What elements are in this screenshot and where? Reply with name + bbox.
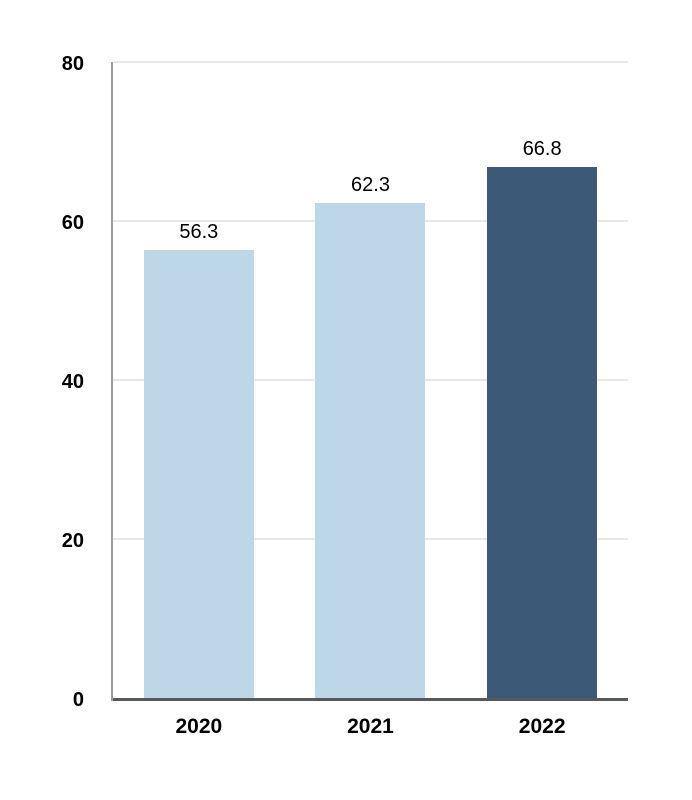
bar-value-label-2021: 62.3 — [351, 173, 390, 196]
y-tick-label-80: 80 — [61, 53, 84, 75]
bar-slot-2022 — [456, 166, 628, 698]
bar-slot-2020 — [113, 250, 285, 698]
x-axis-baseline — [113, 698, 628, 701]
x-tick-label-2021: 2021 — [347, 715, 394, 738]
x-tick-label-2022: 2022 — [518, 715, 566, 738]
bar-2021 — [315, 202, 426, 698]
x-tick-label-2020: 2020 — [175, 715, 223, 738]
y-axis-line — [111, 62, 113, 701]
bar-value-label-2020: 56.3 — [179, 221, 219, 244]
y-tick-label-60: 60 — [61, 212, 84, 234]
gridline-80 — [113, 61, 628, 63]
bar-2022 — [487, 166, 598, 698]
bar-2020 — [143, 250, 254, 698]
bar-slot-2021 — [285, 202, 457, 698]
y-tick-label-0: 0 — [72, 689, 84, 711]
plot-area — [111, 61, 628, 701]
y-tick-label-20: 20 — [61, 530, 84, 552]
y-tick-label-40: 40 — [61, 371, 84, 393]
bar-value-label-2022: 66.8 — [522, 137, 562, 160]
